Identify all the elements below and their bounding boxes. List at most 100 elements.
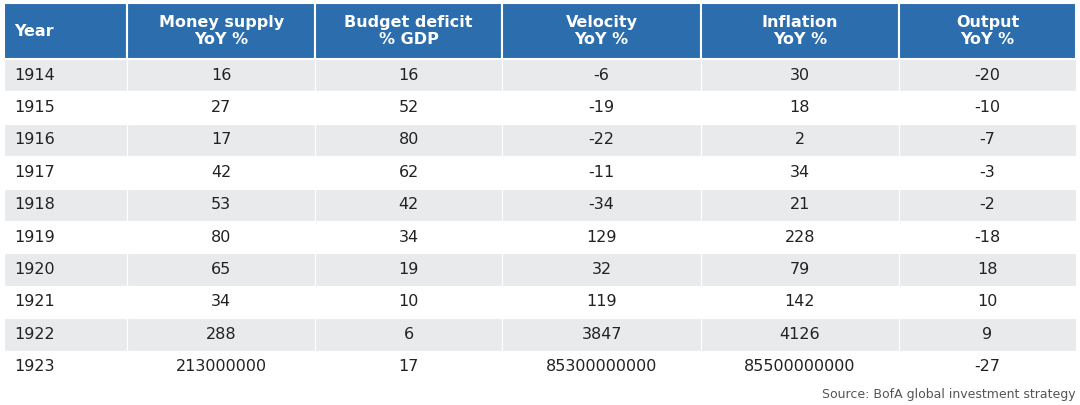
Text: 62: 62 xyxy=(399,165,419,180)
Text: 1921: 1921 xyxy=(14,294,55,309)
Bar xyxy=(701,318,900,351)
Bar xyxy=(701,254,900,286)
Bar xyxy=(127,124,315,156)
Bar xyxy=(701,221,900,254)
Bar xyxy=(701,92,900,124)
Bar xyxy=(315,318,502,351)
Text: 4126: 4126 xyxy=(780,327,821,342)
Bar xyxy=(127,318,315,351)
Bar xyxy=(900,124,1076,156)
Bar xyxy=(900,221,1076,254)
Text: 288: 288 xyxy=(206,327,237,342)
Bar xyxy=(900,189,1076,221)
Text: 3847: 3847 xyxy=(581,327,622,342)
Bar xyxy=(900,254,1076,286)
Text: 16: 16 xyxy=(211,68,231,83)
Text: 17: 17 xyxy=(399,359,419,374)
Text: Output
YoY %: Output YoY % xyxy=(956,15,1020,47)
Bar xyxy=(900,351,1076,383)
Bar xyxy=(900,92,1076,124)
Text: 1920: 1920 xyxy=(14,262,55,277)
Bar xyxy=(701,156,900,189)
Bar xyxy=(4,286,127,318)
Text: 53: 53 xyxy=(211,197,231,212)
Bar xyxy=(127,92,315,124)
Text: 85300000000: 85300000000 xyxy=(546,359,658,374)
Text: -27: -27 xyxy=(974,359,1000,374)
Bar xyxy=(4,351,127,383)
Bar xyxy=(701,124,900,156)
Text: -6: -6 xyxy=(594,68,609,83)
Bar xyxy=(502,221,701,254)
Text: 80: 80 xyxy=(211,230,231,245)
Text: -18: -18 xyxy=(974,230,1001,245)
Bar xyxy=(701,59,900,92)
Text: -3: -3 xyxy=(980,165,996,180)
Bar xyxy=(4,59,127,92)
Bar xyxy=(315,254,502,286)
Text: 1923: 1923 xyxy=(14,359,54,374)
Text: 1917: 1917 xyxy=(14,165,55,180)
Bar xyxy=(502,351,701,383)
Text: 1922: 1922 xyxy=(14,327,55,342)
Text: 19: 19 xyxy=(399,262,419,277)
Bar xyxy=(127,156,315,189)
Text: 30: 30 xyxy=(789,68,810,83)
Bar xyxy=(315,286,502,318)
Text: 228: 228 xyxy=(785,230,815,245)
Text: -34: -34 xyxy=(589,197,615,212)
Text: -20: -20 xyxy=(974,68,1000,83)
Bar xyxy=(701,351,900,383)
Text: 1916: 1916 xyxy=(14,132,55,147)
Text: Velocity
YoY %: Velocity YoY % xyxy=(566,15,637,47)
Text: 1914: 1914 xyxy=(14,68,55,83)
Bar xyxy=(315,221,502,254)
Text: 27: 27 xyxy=(211,100,231,115)
Bar xyxy=(701,286,900,318)
Text: 2: 2 xyxy=(795,132,805,147)
Bar xyxy=(4,318,127,351)
Bar xyxy=(4,156,127,189)
Bar xyxy=(701,3,900,59)
Text: Budget deficit
% GDP: Budget deficit % GDP xyxy=(345,15,473,47)
Bar xyxy=(315,3,502,59)
Text: 142: 142 xyxy=(785,294,815,309)
Bar xyxy=(900,286,1076,318)
Bar xyxy=(315,59,502,92)
Text: -7: -7 xyxy=(980,132,996,147)
Text: 42: 42 xyxy=(399,197,419,212)
Bar xyxy=(502,318,701,351)
Text: -19: -19 xyxy=(589,100,615,115)
Bar xyxy=(315,189,502,221)
Bar xyxy=(4,221,127,254)
Text: 1919: 1919 xyxy=(14,230,55,245)
Text: 21: 21 xyxy=(789,197,810,212)
Bar xyxy=(315,351,502,383)
Text: 85500000000: 85500000000 xyxy=(744,359,855,374)
Text: 213000000: 213000000 xyxy=(176,359,267,374)
Bar xyxy=(315,92,502,124)
Text: -11: -11 xyxy=(589,165,615,180)
Text: -2: -2 xyxy=(980,197,996,212)
Bar xyxy=(502,156,701,189)
Bar xyxy=(502,3,701,59)
Bar xyxy=(502,286,701,318)
Bar xyxy=(127,351,315,383)
Bar xyxy=(900,3,1076,59)
Text: 80: 80 xyxy=(399,132,419,147)
Bar xyxy=(502,124,701,156)
Text: 1915: 1915 xyxy=(14,100,55,115)
Bar xyxy=(315,156,502,189)
Bar xyxy=(900,59,1076,92)
Text: Inflation
YoY %: Inflation YoY % xyxy=(761,15,838,47)
Bar xyxy=(4,124,127,156)
Text: 1918: 1918 xyxy=(14,197,55,212)
Text: Year: Year xyxy=(14,23,54,38)
Text: 42: 42 xyxy=(211,165,231,180)
Bar xyxy=(127,59,315,92)
Bar xyxy=(315,124,502,156)
Text: 129: 129 xyxy=(586,230,617,245)
Bar xyxy=(502,254,701,286)
Text: 34: 34 xyxy=(211,294,231,309)
Text: 34: 34 xyxy=(789,165,810,180)
